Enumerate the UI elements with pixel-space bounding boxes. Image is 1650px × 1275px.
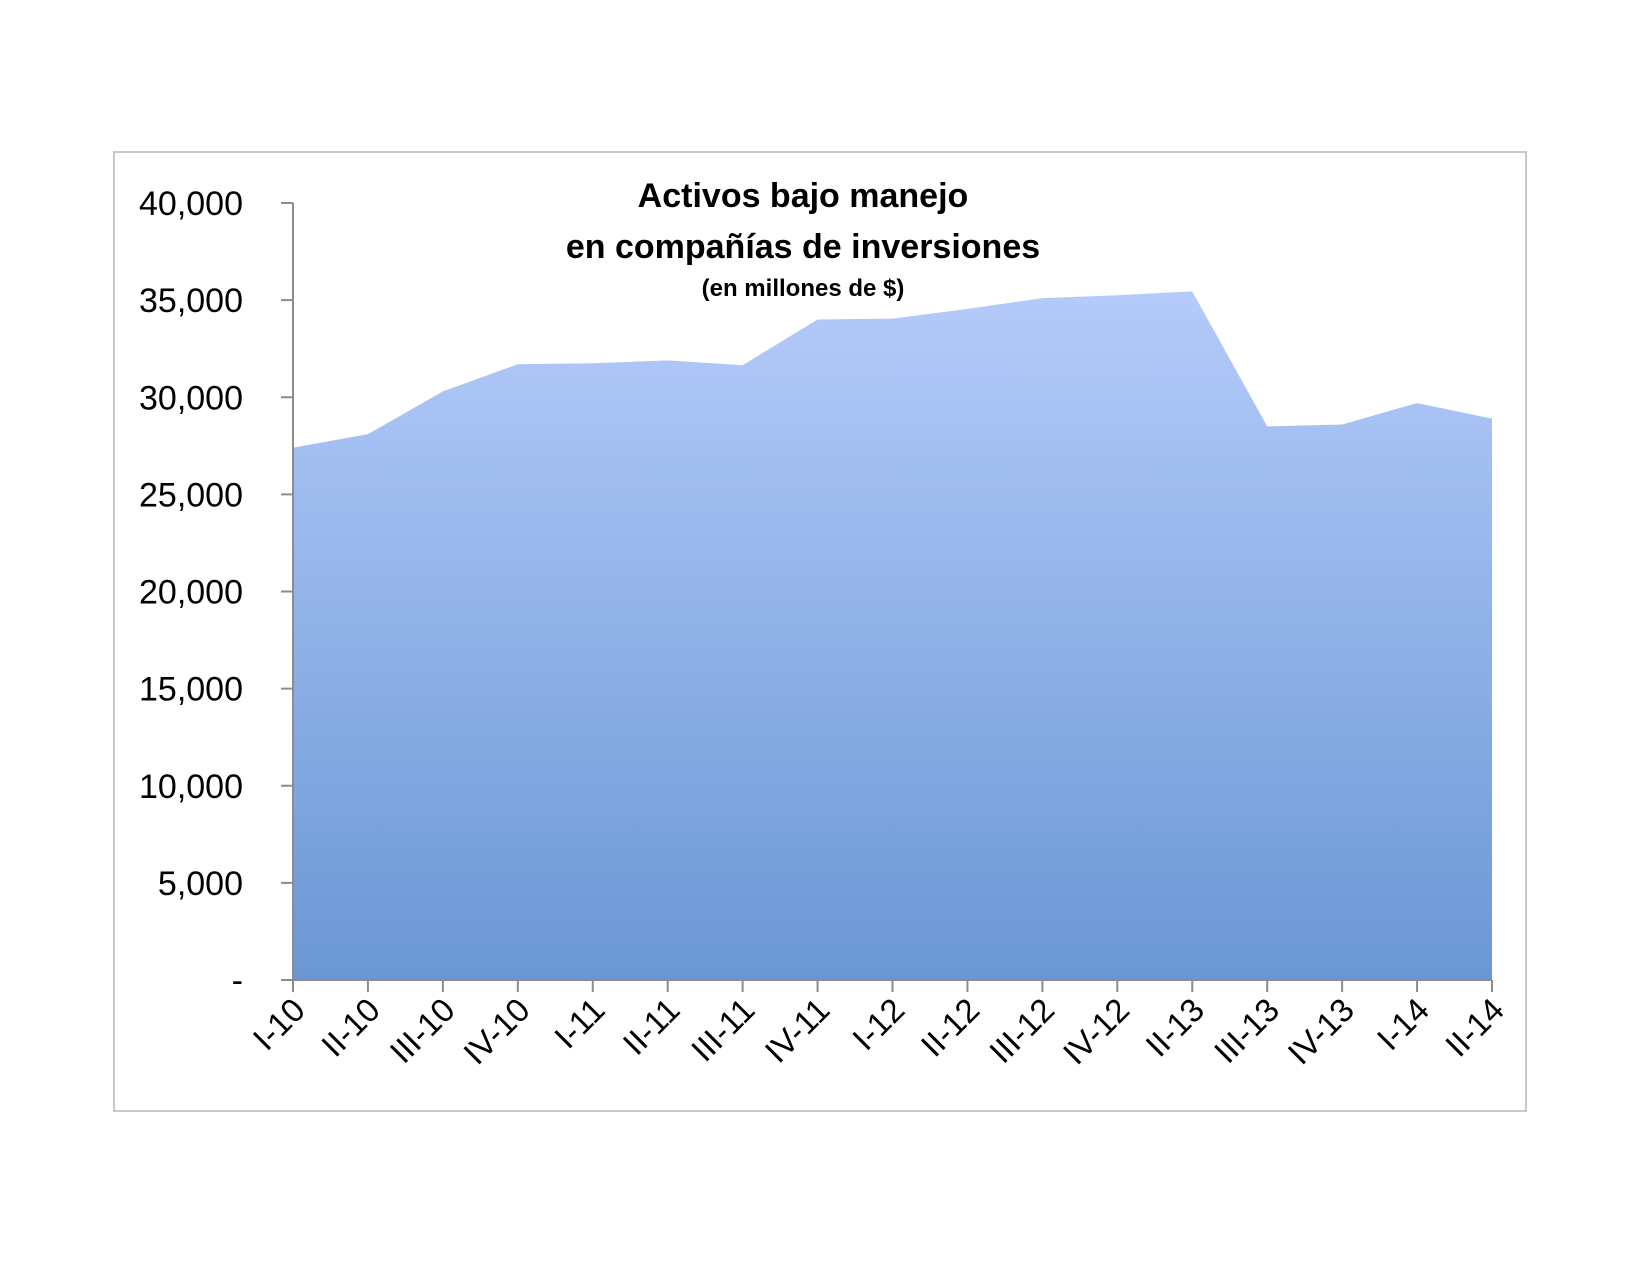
y-tick-label: - <box>232 962 243 1000</box>
y-tick-label: 5,000 <box>158 865 243 903</box>
x-tick-label: II-12 <box>914 991 987 1064</box>
chart-subtitle: (en millones de $) <box>702 275 905 302</box>
x-tick-label: III-13 <box>1207 991 1286 1070</box>
data-point-IV-13 <box>1340 422 1344 426</box>
y-tick-label: 25,000 <box>139 476 243 514</box>
x-tick-label: I-10 <box>246 991 312 1057</box>
area-series <box>293 291 1492 980</box>
x-tick-label: III-10 <box>382 991 461 1070</box>
data-point-IV-11 <box>816 318 820 322</box>
data-point-II-10 <box>366 432 370 436</box>
chart-title-line-2: en compañías de inversiones <box>566 228 1040 266</box>
data-point-IV-12 <box>1115 293 1119 297</box>
x-tick-label: IV-12 <box>1056 991 1137 1072</box>
data-point-III-11 <box>741 363 745 367</box>
y-tick-label: 40,000 <box>139 185 243 223</box>
x-tick-label: I-12 <box>845 991 911 1057</box>
x-tick-label: II-13 <box>1138 991 1211 1064</box>
data-point-II-12 <box>965 307 969 311</box>
x-tick-label: I-14 <box>1370 991 1436 1057</box>
data-point-II-13 <box>1190 289 1194 293</box>
data-point-III-12 <box>1040 296 1044 300</box>
x-tick-label: III-11 <box>684 991 762 1069</box>
data-point-IV-10 <box>516 362 520 366</box>
y-tick-label: 15,000 <box>139 671 243 709</box>
data-point-II-11 <box>666 358 670 362</box>
x-tick-label: IV-11 <box>758 991 837 1070</box>
data-point-III-10 <box>441 389 445 393</box>
x-tick-label: IV-13 <box>1280 991 1361 1072</box>
data-point-I-12 <box>891 317 895 321</box>
x-tick-label: III-12 <box>982 991 1061 1070</box>
y-tick-label: 35,000 <box>139 282 243 320</box>
x-tick-label: II-14 <box>1438 991 1511 1064</box>
data-point-II-14 <box>1490 417 1494 421</box>
data-point-I-11 <box>591 361 595 365</box>
x-tick-label: II-10 <box>314 991 387 1064</box>
x-tick-label: II-11 <box>616 991 687 1062</box>
chart-title-line-1: Activos bajo manejo <box>638 177 969 215</box>
y-tick-label: 30,000 <box>139 379 243 417</box>
x-tick-label: I-11 <box>547 991 612 1056</box>
data-point-III-13 <box>1265 424 1269 428</box>
data-point-I-14 <box>1415 401 1419 405</box>
y-tick-label: 20,000 <box>139 574 243 612</box>
x-tick-label: IV-10 <box>456 991 537 1072</box>
y-tick-label: 10,000 <box>139 768 243 806</box>
